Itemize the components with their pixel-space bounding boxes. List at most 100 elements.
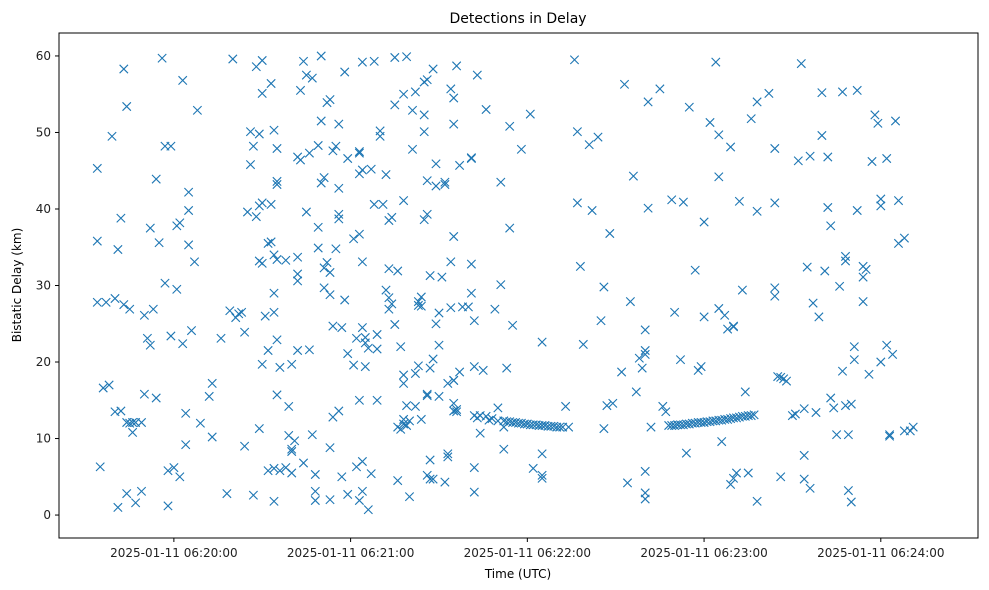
detection-point: [634, 353, 644, 363]
detection-point: [605, 228, 615, 239]
detection-point: [287, 446, 297, 457]
detection-point: [340, 295, 350, 305]
detection-point: [399, 196, 409, 206]
detection-point: [443, 378, 453, 388]
detection-point: [714, 172, 724, 182]
detection-point: [363, 505, 373, 515]
detection-point: [163, 466, 173, 476]
detection-point: [116, 406, 126, 416]
detection-point: [166, 141, 176, 151]
detection-point: [390, 100, 400, 110]
detection-point: [628, 171, 638, 181]
detection-point: [555, 422, 565, 432]
detection-point: [272, 179, 282, 190]
detection-point: [505, 223, 515, 233]
detection-point: [493, 403, 503, 413]
detection-point: [455, 367, 465, 377]
detection-point: [799, 474, 809, 484]
detection-point: [151, 174, 161, 184]
detection-point: [92, 236, 102, 246]
detection-point: [422, 389, 432, 399]
detection-point: [743, 468, 753, 478]
detection-point: [287, 468, 297, 478]
detection-point: [293, 345, 303, 356]
detection-point: [357, 165, 367, 175]
y-tick-label: 30: [36, 279, 51, 293]
detection-point: [805, 483, 815, 493]
detection-point: [369, 56, 379, 66]
detection-point: [846, 399, 856, 409]
detection-point: [254, 129, 264, 139]
detection-point: [410, 368, 420, 379]
detection-point: [425, 363, 435, 373]
detection-point: [596, 316, 606, 326]
detection-point: [95, 462, 105, 472]
detection-point: [304, 345, 314, 355]
detection-point: [363, 343, 373, 353]
detection-point: [770, 283, 780, 293]
detection-point: [749, 410, 759, 420]
detection-point: [463, 302, 473, 312]
detection-point: [770, 198, 780, 208]
detection-point: [322, 257, 332, 268]
detection-point: [343, 153, 353, 164]
detection-point: [263, 238, 273, 248]
detection-point: [110, 293, 120, 304]
detection-point: [675, 355, 686, 365]
detection-point: [861, 264, 871, 274]
detection-point: [384, 264, 394, 274]
detection-point: [157, 53, 167, 63]
detection-point: [269, 250, 279, 260]
detection-point: [864, 369, 874, 379]
detection-point: [419, 127, 429, 137]
detection-point: [599, 282, 609, 292]
detection-point: [808, 298, 818, 308]
y-tick-label: 50: [36, 125, 51, 139]
detection-point: [316, 51, 326, 61]
detection-point: [287, 444, 297, 454]
detection-point: [416, 301, 426, 311]
detection-point: [737, 285, 747, 295]
detection-point: [787, 411, 797, 421]
detection-point: [354, 147, 364, 157]
detection-point: [245, 160, 256, 170]
detection-point: [325, 290, 335, 300]
detection-point: [269, 307, 279, 317]
detection-point: [752, 206, 762, 216]
detection-point: [366, 164, 376, 174]
detection-point: [419, 110, 429, 120]
detection-point: [619, 79, 630, 89]
detection-point: [245, 127, 256, 137]
detection-point: [402, 52, 412, 62]
detection-point: [142, 333, 152, 343]
detection-point: [399, 378, 409, 388]
detection-point: [469, 362, 479, 372]
detection-point: [843, 430, 853, 440]
detection-point: [837, 87, 848, 97]
detection-point: [384, 304, 394, 314]
detection-point: [139, 310, 149, 320]
detection-point: [272, 176, 282, 186]
detection-point: [284, 401, 294, 411]
detection-point: [802, 262, 812, 272]
detection-point: [870, 110, 880, 120]
detection-point: [310, 486, 320, 496]
detection-point: [148, 304, 158, 314]
detection-point: [290, 436, 300, 446]
detection-point: [873, 118, 883, 128]
detection-point: [407, 144, 418, 154]
detection-point: [622, 478, 633, 488]
detection-point: [905, 426, 915, 436]
detection-point: [699, 312, 709, 322]
detection-point: [717, 437, 727, 447]
detection-point: [410, 401, 420, 411]
detection-point: [396, 342, 406, 352]
detection-point: [136, 417, 147, 428]
detection-point: [720, 310, 730, 320]
detection-point: [192, 105, 202, 115]
detection-point: [899, 233, 909, 243]
detection-point: [422, 391, 432, 401]
detection-point: [572, 198, 582, 208]
detection-point: [440, 477, 450, 487]
detection-point: [425, 455, 435, 465]
